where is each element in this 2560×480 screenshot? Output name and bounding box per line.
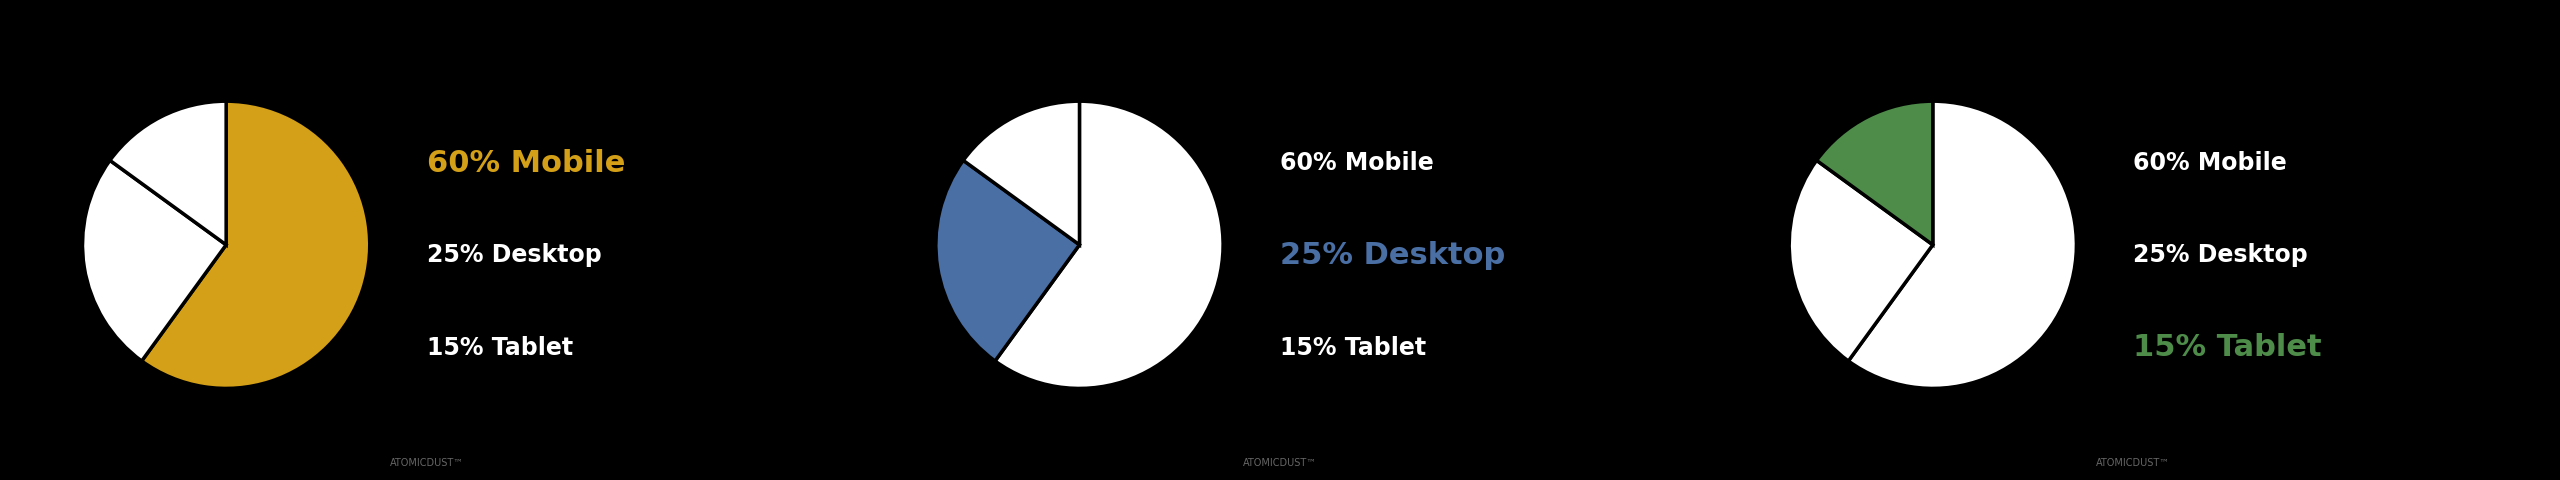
Wedge shape: [110, 101, 225, 245]
Text: ATOMICDUST™: ATOMICDUST™: [1244, 458, 1316, 468]
Text: ATOMICDUST™: ATOMICDUST™: [2097, 458, 2171, 468]
Wedge shape: [1818, 101, 1933, 245]
Text: 60% Mobile: 60% Mobile: [1280, 151, 1434, 175]
Wedge shape: [1789, 160, 1933, 361]
Wedge shape: [963, 101, 1080, 245]
Wedge shape: [1848, 101, 2076, 388]
Wedge shape: [141, 101, 369, 388]
Text: ATOMICDUST™: ATOMICDUST™: [389, 458, 463, 468]
Wedge shape: [937, 160, 1080, 361]
Text: 25% Desktop: 25% Desktop: [1280, 241, 1505, 270]
Text: 60% Mobile: 60% Mobile: [428, 149, 625, 178]
Text: 60% Mobile: 60% Mobile: [2132, 151, 2286, 175]
Text: 25% Desktop: 25% Desktop: [2132, 243, 2309, 267]
Wedge shape: [996, 101, 1224, 388]
Wedge shape: [82, 160, 225, 361]
Text: 15% Tablet: 15% Tablet: [428, 336, 573, 360]
Text: 15% Tablet: 15% Tablet: [1280, 336, 1426, 360]
Text: 15% Tablet: 15% Tablet: [2132, 333, 2322, 362]
Text: 25% Desktop: 25% Desktop: [428, 243, 602, 267]
